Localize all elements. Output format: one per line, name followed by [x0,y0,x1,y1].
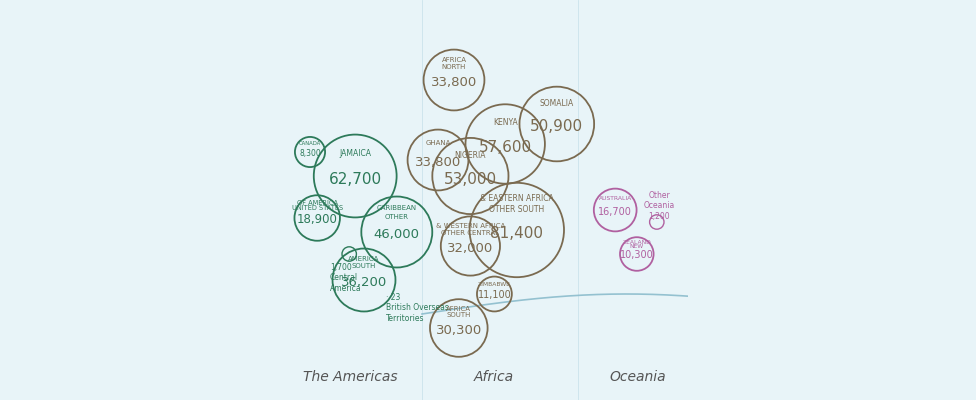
Text: & WESTERN AFRICA: & WESTERN AFRICA [435,223,505,229]
Text: 33,800: 33,800 [430,76,477,89]
Text: 33,800: 33,800 [415,156,461,169]
Text: 30,300: 30,300 [435,324,482,337]
Text: OF AMERICA: OF AMERICA [297,200,338,206]
Text: 32,000: 32,000 [447,242,494,255]
Text: NEW: NEW [630,244,644,249]
Text: SOUTH: SOUTH [351,263,376,269]
Text: Other
Oceania
1,200: Other Oceania 1,200 [643,191,674,221]
Text: AFRICA: AFRICA [441,57,467,63]
Text: CARIBBEAN: CARIBBEAN [377,206,417,212]
Text: OTHER SOUTH: OTHER SOUTH [489,205,545,214]
Text: NIGERIA: NIGERIA [455,150,486,160]
Text: & EASTERN AFRICA: & EASTERN AFRICA [480,194,553,203]
Text: AFRICA: AFRICA [446,306,471,312]
Text: 50,900: 50,900 [530,120,584,134]
Text: OTHER CENTRAL: OTHER CENTRAL [441,230,500,236]
Text: 62,700: 62,700 [329,172,382,187]
Text: SOMALIA: SOMALIA [540,99,574,108]
Text: JAMAICA: JAMAICA [340,149,371,158]
Text: 11,100: 11,100 [477,290,511,300]
Text: AMERICA: AMERICA [348,256,380,262]
Text: The Americas: The Americas [303,370,397,384]
Text: 10,300: 10,300 [620,250,654,260]
Text: KENYA: KENYA [493,118,517,127]
Text: ZIMBABWE: ZIMBABWE [478,282,510,287]
Text: 81,400: 81,400 [490,226,544,241]
Text: 1,700
Central
America: 1,700 Central America [330,263,362,293]
Text: 53,000: 53,000 [444,172,497,186]
Text: NORTH: NORTH [442,64,467,70]
Text: UNITED STATES: UNITED STATES [292,205,343,211]
Text: 36,200: 36,200 [341,276,387,289]
Text: ZEALAND: ZEALAND [623,240,651,245]
Text: CANADA: CANADA [299,141,321,146]
Text: Africa: Africa [474,370,514,384]
Text: 8,300: 8,300 [299,149,321,158]
Text: 18,900: 18,900 [297,213,338,226]
Text: OTHER: OTHER [385,214,409,220]
Text: GHANA: GHANA [426,140,451,146]
Text: AUSTRALIA: AUSTRALIA [598,196,631,201]
Text: SOUTH: SOUTH [447,312,471,318]
Text: 46,000: 46,000 [374,228,420,241]
Text: 57,600: 57,600 [478,140,532,155]
Text: Oceania: Oceania [610,370,667,384]
Text: · 23
British Overseas
Territories: · 23 British Overseas Territories [386,293,449,323]
Text: 16,700: 16,700 [598,207,632,217]
